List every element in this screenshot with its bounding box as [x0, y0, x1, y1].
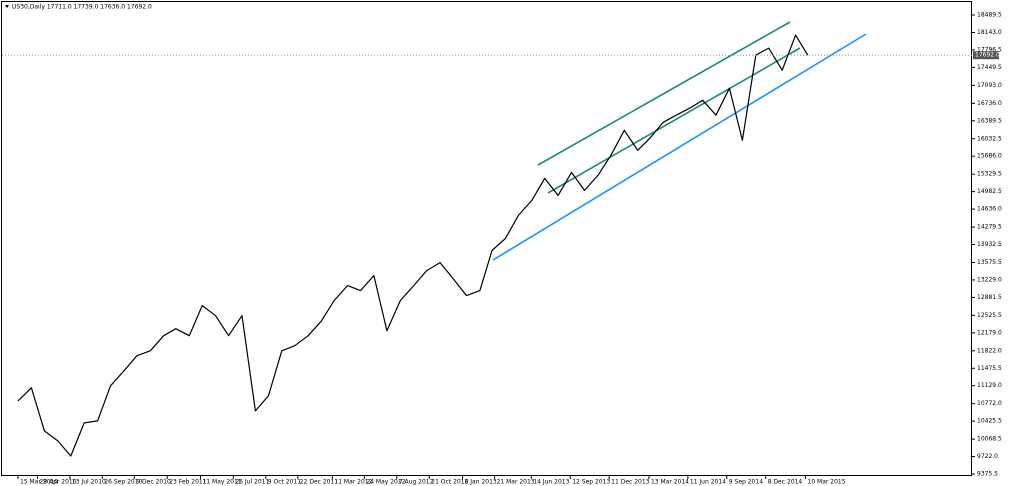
y-tick-label: 17796.5	[977, 46, 1002, 53]
y-tick-label: 13932.5	[977, 241, 1002, 248]
y-tick-label: 16032.5	[977, 135, 1002, 142]
y-tick-label: 11475.5	[977, 365, 1002, 372]
y-tick-label: 18143.0	[977, 29, 1002, 36]
chart-title: US30,Daily 17711.0 17739.0 17636.0 17692…	[12, 4, 152, 11]
price-line	[17, 34, 809, 457]
x-tick-label: 21 Oct 2012	[431, 479, 468, 486]
y-tick-label: 10425.5	[977, 418, 1002, 425]
y-tick-label: 11822.0	[977, 347, 1002, 354]
x-tick-label: 26 Jul 2011	[235, 479, 269, 486]
x-tick-label: 11 Jun 2014	[690, 479, 726, 486]
x-tick-label: 11 May 2011	[202, 479, 241, 486]
x-tick-label: 9 Dec 2010	[136, 479, 171, 486]
x-tick-label: 29 Apr 2010	[39, 479, 76, 486]
x-tick-label: 11 Mar 2012	[334, 479, 372, 486]
x-tick-label: 14 Jun 2013	[533, 479, 569, 486]
plot-frame	[1, 1, 972, 476]
y-tick-label: 14982.5	[977, 188, 1002, 195]
x-tick-label: 22 Dec 2011	[300, 479, 339, 486]
y-tick-label: 9722.0	[977, 453, 998, 460]
y-tick-label: 11129.0	[977, 382, 1002, 389]
y-tick-label: 15686.0	[977, 153, 1002, 160]
channel-lower	[492, 33, 867, 261]
x-tick-label: 23 Feb 2011	[169, 479, 207, 486]
x-tick-label: 10 Mar 2015	[808, 479, 846, 486]
last-price-box	[973, 51, 999, 60]
x-tick-label: 13 Jul 2010	[72, 479, 106, 486]
channel-middle	[547, 47, 801, 194]
x-tick-label: 11 Dec 2013	[611, 479, 650, 486]
y-tick-label: 10772.0	[977, 400, 1002, 407]
x-tick-label: 21 Mar 2013	[497, 479, 535, 486]
x-tick-label: 15 Mar 2010	[20, 479, 58, 486]
y-tick-label: 16389.5	[977, 117, 1002, 124]
x-tick-label: 7 Aug 2012	[399, 479, 434, 486]
x-tick-label: 26 Sep 2010	[104, 479, 142, 486]
y-tick-label: 14279.5	[977, 224, 1002, 231]
y-tick-label: 9375.5	[977, 471, 998, 478]
y-tick-label: 18489.5	[977, 12, 1002, 19]
y-tick-label: 17093.0	[977, 82, 1002, 89]
y-tick-label: 13229.0	[977, 276, 1002, 283]
y-tick-label: 16736.0	[977, 100, 1002, 107]
y-tick-label: 12179.0	[977, 329, 1002, 336]
y-tick-label: 12525.5	[977, 312, 1002, 319]
y-tick-label: 17449.5	[977, 64, 1002, 71]
channel-upper	[537, 21, 791, 166]
y-tick-label: 12881.5	[977, 294, 1002, 301]
last-price-label: 17692.0	[975, 52, 1000, 59]
menu-arrow	[5, 5, 9, 8]
y-tick-label: 14636.0	[977, 206, 1002, 213]
y-tick-label: 10068.5	[977, 436, 1002, 443]
y-tick-label: 15329.5	[977, 171, 1002, 178]
x-tick-label: 13 Mar 2014	[651, 479, 689, 486]
x-tick-label: 6 Jan 2013	[465, 479, 497, 486]
x-tick-label: 9 Sep 2014	[729, 479, 763, 486]
y-tick-label: 13575.5	[977, 259, 1002, 266]
x-tick-label: 12 Sep 2013	[572, 479, 610, 486]
x-tick-label: 8 Dec 2014	[768, 479, 803, 486]
x-tick-label: 9 Oct 2011	[268, 479, 301, 486]
x-tick-label: 24 May 2012	[366, 479, 405, 486]
